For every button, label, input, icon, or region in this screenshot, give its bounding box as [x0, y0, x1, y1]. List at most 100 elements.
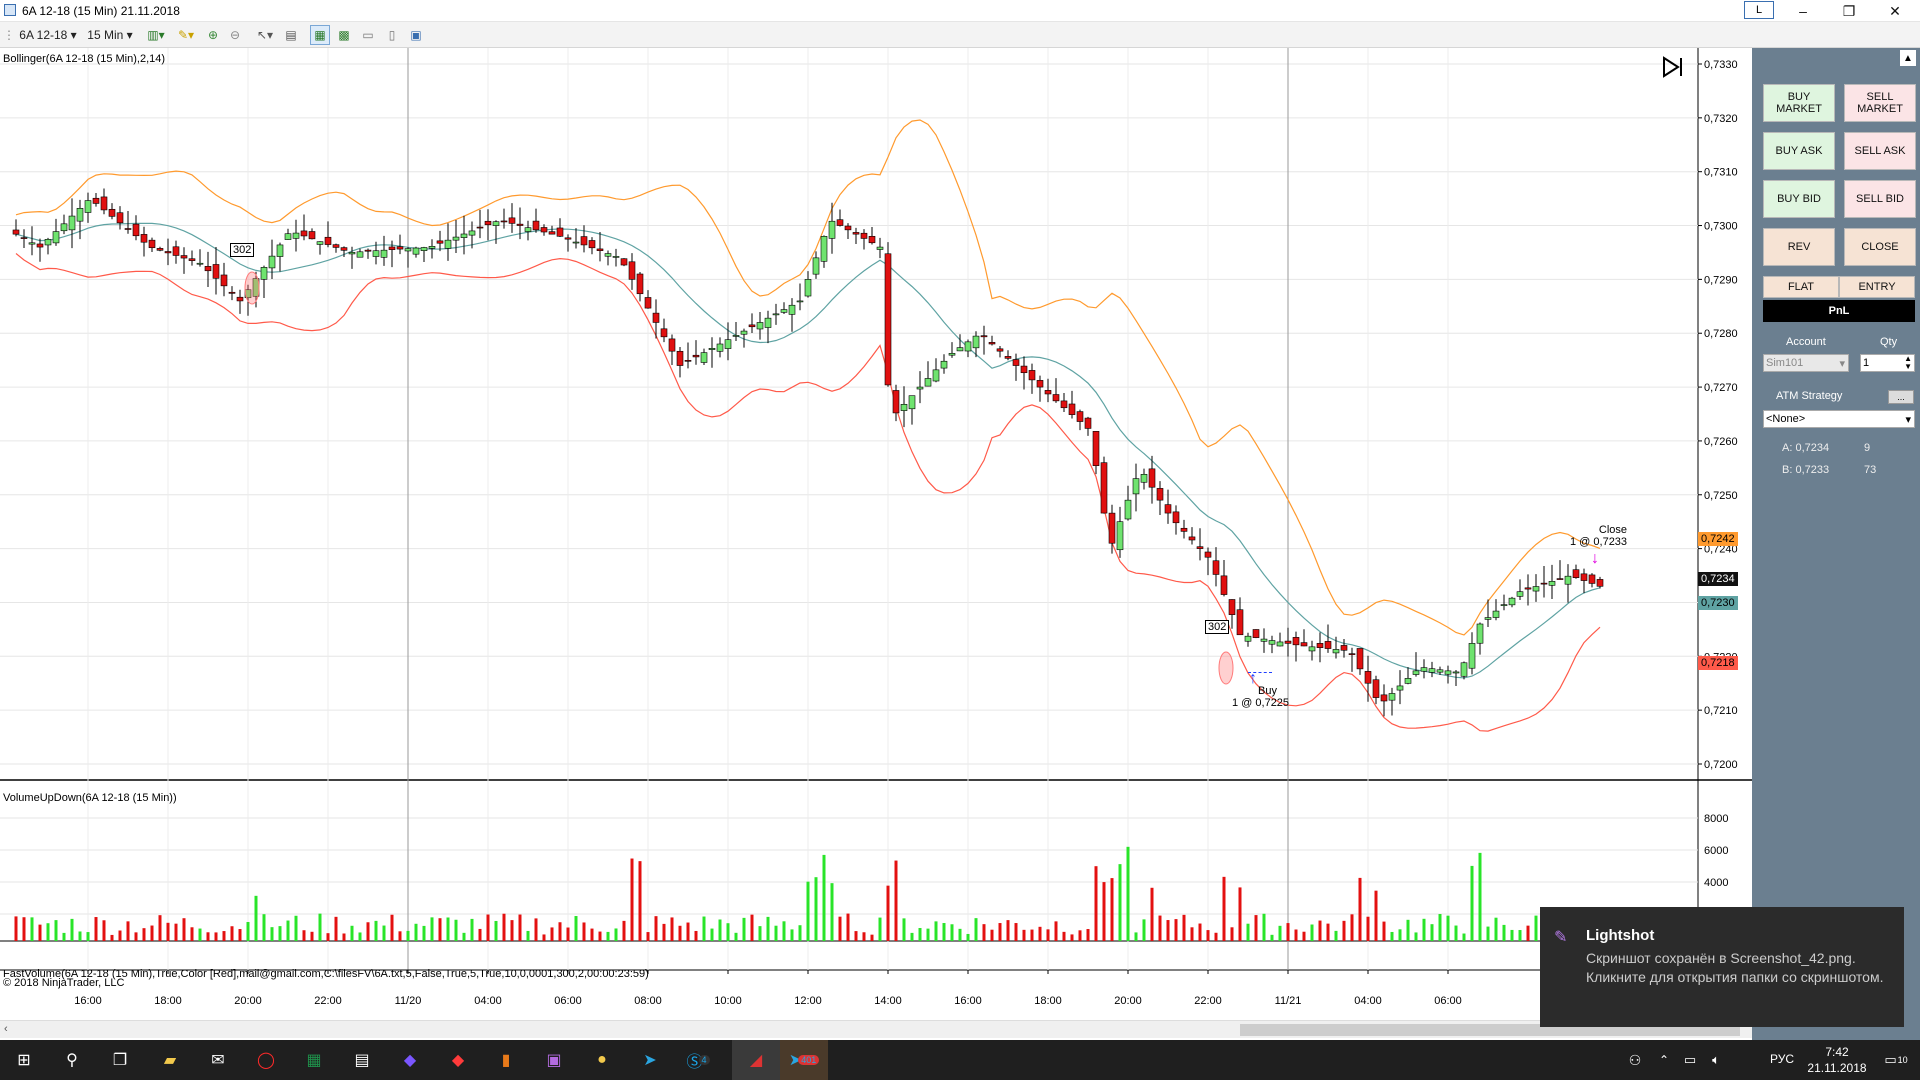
volume-bar [286, 920, 290, 941]
candle-body [60, 223, 68, 232]
language-indicator[interactable]: РУС [1770, 1052, 1795, 1066]
candle-body [1532, 586, 1540, 592]
sell-market-button[interactable]: SELL MARKET [1844, 84, 1916, 122]
volume-bar [710, 928, 714, 941]
time-tick-label: 08:00 [634, 995, 662, 1007]
properties-icon[interactable]: ▤ [285, 28, 297, 42]
atm-strategy-select[interactable]: <None> ▾ [1763, 410, 1915, 428]
quantity-stepper[interactable]: 1 ▲ ▼ [1860, 354, 1915, 372]
scroll-left-icon[interactable]: ‹ [4, 1023, 8, 1035]
candle-body [796, 300, 804, 303]
buy-market-button[interactable]: BUY MARKET [1763, 84, 1835, 122]
chart-trader-icon[interactable]: ▦ [310, 25, 330, 45]
people-icon[interactable]: ⚇ [1628, 1051, 1642, 1068]
buy-bid-button[interactable]: BUY BID [1763, 180, 1835, 218]
flat-button[interactable]: FLAT [1763, 276, 1839, 298]
draw-tool-icon[interactable]: ✎▾ [177, 28, 195, 42]
candle-body [1084, 417, 1092, 429]
copyright-text: © 2018 NinjaTrader, LLC [3, 977, 125, 989]
candle-body [364, 249, 372, 252]
task-view-icon[interactable]: ❐ [112, 1052, 128, 1069]
scroll-to-end-icon[interactable] [1660, 56, 1684, 78]
stepper-arrows-icon[interactable]: ▲ ▼ [1904, 354, 1912, 371]
volume-bar [182, 918, 186, 941]
close-window-button[interactable]: ✕ [1889, 2, 1901, 19]
volume-icon[interactable]: 🔈︎ [1712, 1052, 1720, 1067]
excel-icon[interactable]: ▦ [306, 1052, 322, 1069]
buy-execution-marker: ↑ [1249, 671, 1257, 687]
close-execution-line2: 1 @ 0,7233 [1570, 536, 1628, 548]
close-position-button[interactable]: CLOSE [1844, 228, 1916, 266]
opera-icon[interactable]: ◯ [257, 1052, 275, 1069]
skype-icon[interactable]: Ⓢ 4 [674, 1040, 722, 1080]
lightshot-notification[interactable]: ✎ Lightshot Скриншот сохранён в Screensh… [1540, 907, 1904, 1027]
candle-body [940, 360, 948, 369]
calculator-icon[interactable]: ▤ [354, 1052, 370, 1069]
panel-collapse-icon[interactable]: ▲ [1900, 50, 1916, 66]
candle-body [36, 243, 44, 248]
volume-bar [526, 930, 530, 941]
app-icon[interactable]: ▣ [546, 1052, 562, 1069]
volume-bar [126, 921, 130, 941]
chrome-icon[interactable]: ● [597, 1051, 607, 1068]
candle-body [20, 237, 28, 239]
candle-body [1108, 512, 1116, 544]
reverse-button[interactable]: REV [1763, 228, 1835, 266]
chart-area[interactable]: 0,7330 0,7320 0,7310 0,7300 0,7290 0,7280 0,72… [0, 48, 1752, 1048]
volume-bar [582, 922, 586, 941]
volume-bar [1142, 919, 1146, 941]
network-icon[interactable]: ▭ [1683, 1052, 1697, 1067]
candle-body [1236, 609, 1244, 636]
clock[interactable]: 7:42 21.11.2018 [1802, 1044, 1872, 1076]
scrollbar-thumb[interactable] [1240, 1024, 1740, 1036]
candle-body [212, 264, 220, 279]
volume-bar [694, 930, 698, 941]
telegram-icon[interactable]: ➤ 401 [780, 1040, 828, 1080]
maximize-button[interactable]: ❐ [1842, 2, 1856, 19]
zoom-out-icon[interactable]: ⊖ [229, 28, 241, 42]
chevron-up-icon[interactable]: ⌃ [1658, 1053, 1670, 1067]
data-box-icon[interactable]: ▩ [338, 28, 350, 42]
template-icon[interactable]: ▯ [388, 28, 396, 42]
telegram-icon[interactable]: ➤ [643, 1052, 657, 1069]
windows-start-icon[interactable]: ⊞ [17, 1052, 31, 1069]
zoom-in-icon[interactable]: ⊕ [207, 28, 219, 42]
account-select[interactable]: Sim101 ▾ [1763, 354, 1849, 372]
mail-icon[interactable]: ✉ [211, 1052, 225, 1069]
sell-ask-button[interactable]: SELL ASK [1844, 132, 1916, 170]
app-icon[interactable]: ◆ [403, 1052, 417, 1069]
chevron-down-icon: ▾ [1839, 358, 1845, 370]
bar-type-icon[interactable]: ▥▾ [147, 28, 165, 42]
l-button[interactable]: L [1744, 1, 1774, 19]
buy-ask-button[interactable]: BUY ASK [1763, 132, 1835, 170]
sell-bid-button[interactable]: SELL BID [1844, 180, 1916, 218]
window-link-icon[interactable]: ▣ [410, 28, 422, 42]
book-icon[interactable]: ▮ [501, 1052, 511, 1069]
toolbar-grip-icon: ⋮ [3, 28, 15, 42]
horizontal-scrollbar[interactable]: ‹ [0, 1020, 1752, 1038]
ninjatrader-icon[interactable]: ◢ [732, 1040, 780, 1080]
entry-button[interactable]: ENTRY [1839, 276, 1915, 298]
candle-body [268, 255, 276, 269]
candle-body [980, 335, 988, 338]
anydesk-icon[interactable]: ◆ [451, 1052, 465, 1069]
candle-body [572, 241, 580, 244]
chart-canvas[interactable]: 0,7330 0,7320 0,7310 0,7300 0,7290 0,7280 0,72… [0, 48, 1752, 1048]
search-icon[interactable]: ⚲ [66, 1052, 78, 1069]
volume-bar [1270, 934, 1274, 941]
volume-bar [838, 916, 842, 941]
volume-bar [902, 918, 906, 941]
atm-properties-button[interactable]: ... [1888, 390, 1914, 404]
candle-body [380, 249, 388, 258]
candle-body [260, 267, 268, 280]
volume-bar [1246, 923, 1250, 941]
middle-band-tag: 0,7230 [1698, 596, 1738, 610]
file-explorer-icon[interactable]: ▰ [163, 1052, 177, 1069]
volume-bar [1014, 923, 1018, 941]
interval-selector[interactable]: 15 Min ▾ [87, 28, 133, 42]
instrument-selector[interactable]: 6A 12-18 ▾ [19, 28, 77, 42]
notification-center-icon[interactable]: ▭ 10 [1884, 1052, 1908, 1067]
pointer-tool-icon[interactable]: ↖▾ [256, 28, 274, 42]
minimize-button[interactable]: – [1799, 3, 1807, 19]
snapshot-icon[interactable]: ▭ [362, 28, 374, 42]
